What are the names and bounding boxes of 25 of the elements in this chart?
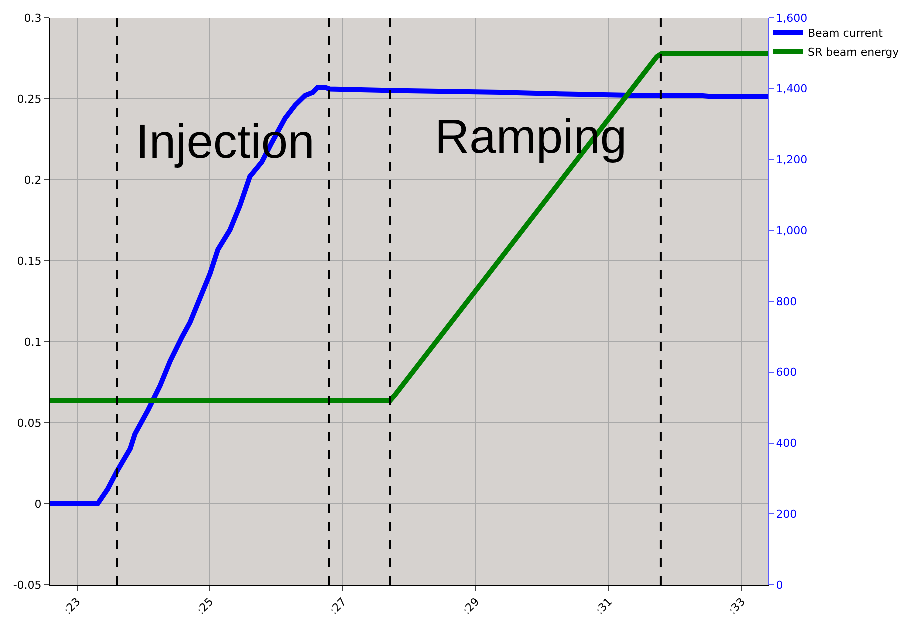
y2-tick-label: 200 [776, 508, 798, 521]
y-tick-label: -0.05 [13, 578, 42, 592]
x-tick-label: :27 [327, 596, 350, 618]
y-tick-label: 0.05 [17, 416, 42, 430]
legend-label: SR beam energy [808, 46, 900, 59]
y-tick-label: 0.2 [24, 174, 42, 187]
y-tick-label: 0.1 [24, 336, 42, 349]
x-tick-label: :33 [726, 596, 748, 618]
x-tick-label: :31 [593, 596, 616, 618]
y2-tick-label: 600 [776, 366, 798, 380]
x-tick-label: :29 [460, 596, 482, 618]
y2-tick-label: 0 [776, 578, 784, 592]
y2-tick-label: 1,400 [776, 82, 808, 96]
y2-tick-label: 1,000 [776, 224, 808, 238]
y-tick-label: 0 [34, 498, 42, 511]
y2-tick-label: 400 [776, 437, 798, 450]
y2-tick-label: 1,200 [776, 154, 808, 167]
y2-tick-label: 1,600 [776, 12, 808, 25]
y-tick-label: 0.25 [17, 92, 42, 106]
y2-tick-label: 800 [776, 295, 798, 308]
x-tick-label: :23 [62, 596, 84, 618]
x-tick-label: :25 [194, 596, 216, 618]
y-tick-label: 0.15 [17, 254, 42, 268]
legend-label: Beam current [808, 26, 884, 40]
y-tick-label: 0.3 [24, 12, 42, 25]
